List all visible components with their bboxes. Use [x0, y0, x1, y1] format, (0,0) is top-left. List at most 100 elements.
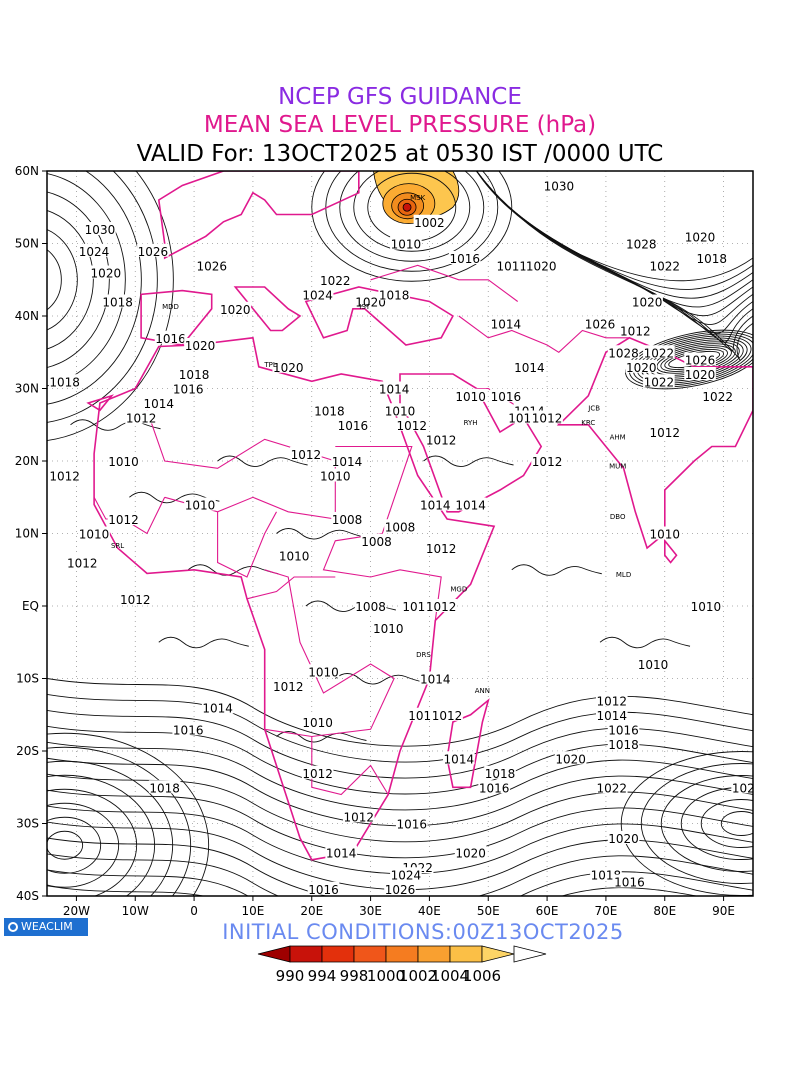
- title-line-2: MEAN SEA LEVEL PRESSURE (hPa): [203, 112, 597, 138]
- lat-label: 40S: [16, 889, 39, 903]
- contour-label: 1018: [314, 404, 345, 418]
- contour-label-bg: [384, 519, 416, 533]
- contour-label: 1020: [685, 368, 716, 382]
- contour-label-bg: [290, 446, 322, 460]
- contour-label-bg: [119, 591, 152, 605]
- contour-label-bg: [425, 599, 457, 612]
- contour-label-bg: [219, 301, 252, 315]
- contour-label: 1012: [67, 557, 98, 571]
- station-code: MLD: [616, 571, 631, 579]
- contour-label-bg: [331, 512, 363, 525]
- contour-label-bg: [543, 178, 575, 192]
- station-code: SRL: [111, 542, 124, 550]
- contour-label-bg: [319, 468, 352, 482]
- contour-label-bg: [201, 700, 234, 714]
- lon-label: 20W: [63, 904, 90, 918]
- contour-label-bg: [443, 751, 475, 765]
- legend-label: 1000: [367, 967, 405, 985]
- station-code: RYH: [464, 419, 478, 427]
- contour-label: 1018: [179, 368, 210, 382]
- contour-label-bg: [454, 388, 487, 402]
- contour-label: 1022: [644, 375, 675, 389]
- contour-label-bg: [731, 780, 753, 794]
- contour-label-bg: [419, 497, 452, 511]
- station-code: MDD: [162, 303, 179, 311]
- contour-label: 1016: [608, 723, 639, 737]
- contour-label: 1012: [344, 810, 375, 824]
- contour-label: 1014: [202, 702, 233, 716]
- contour-label-bg: [619, 323, 652, 337]
- contour-label-bg: [78, 526, 110, 540]
- title-line-1: NCEP GFS GUIDANCE: [278, 84, 522, 110]
- contour-label: 1026: [385, 883, 416, 897]
- contour-label-bg: [648, 258, 681, 272]
- contour-label: 1020: [455, 847, 486, 861]
- station-code: TPL: [263, 361, 276, 369]
- contour-label: 1016: [449, 252, 480, 266]
- contour-label-bg: [154, 330, 187, 344]
- legend-label: 1002: [399, 967, 437, 985]
- station-code: MUM: [609, 462, 626, 470]
- contour-label-bg: [596, 693, 628, 707]
- lat-label: 20N: [15, 454, 39, 468]
- contour-label-bg: [684, 229, 716, 243]
- legend-label: 990: [276, 967, 305, 985]
- contour-label-bg: [343, 809, 375, 823]
- contour-label: 1010: [308, 665, 339, 679]
- contour-label: 1012: [273, 680, 304, 694]
- contour-label: 1022: [732, 781, 763, 795]
- contour-label-bg: [643, 345, 675, 359]
- contour-label: 1012: [508, 412, 539, 426]
- contour-label: 1014: [8, 470, 39, 484]
- lon-label: 80E: [653, 904, 676, 918]
- contour-label: 1024: [391, 868, 422, 882]
- legend-label: 998: [340, 967, 369, 985]
- contour-label-bg: [301, 715, 334, 728]
- contour-label-bg: [490, 316, 522, 330]
- lon-label: 40E: [418, 904, 441, 918]
- contour-label: 1012: [108, 513, 139, 527]
- contour-label-bg: [148, 780, 181, 794]
- contour-label-bg: [331, 454, 363, 467]
- contour-label: 1020: [185, 339, 216, 353]
- contour-label-bg: [431, 707, 463, 721]
- contour-label: 1022: [644, 346, 675, 360]
- contour-label-bg: [337, 417, 369, 431]
- contour-label: 1008: [355, 600, 386, 614]
- contour-label: 1010: [373, 622, 404, 636]
- contour-label: 1020: [608, 832, 639, 846]
- contour-label: 1016: [614, 876, 645, 890]
- contour-label: 1020: [355, 296, 386, 310]
- lat-label: 10S: [16, 672, 39, 686]
- contour-label-bg: [554, 751, 587, 765]
- contour-label: 1026: [685, 354, 716, 368]
- weaclim-logo: WEACLIM: [4, 918, 88, 936]
- station-code: IST: [359, 303, 371, 311]
- contour-label: 1030: [544, 180, 575, 194]
- contour-label: 1014: [444, 752, 475, 766]
- contour-label-bg: [513, 359, 546, 373]
- legend-label: 994: [308, 967, 337, 985]
- contour-label-bg: [319, 272, 352, 286]
- contour-label: 1014: [455, 499, 486, 513]
- contour-label-bg: [137, 243, 169, 257]
- lat-label: 30N: [15, 382, 39, 396]
- contour-label: 1012: [302, 767, 333, 781]
- contour-label-bg: [607, 831, 640, 844]
- legend-swatch: [257, 945, 291, 963]
- contour-labels: 1030102610241020102610181020101610201018…: [8, 178, 763, 897]
- legend-label: 1004: [431, 967, 469, 985]
- legend-swatch: [385, 945, 419, 963]
- contour-label: 1012: [120, 593, 151, 607]
- contour-label: 1022: [320, 274, 351, 288]
- lat-label: 50N: [15, 237, 39, 251]
- contour-label-bg: [696, 251, 728, 264]
- contour-label-bg: [195, 258, 228, 272]
- lon-label: 20E: [300, 904, 323, 918]
- contour-label-bg: [178, 367, 210, 380]
- contour-label: 1018: [102, 296, 133, 310]
- contour-label-bg: [360, 533, 393, 547]
- contour-label: 1012: [291, 448, 322, 462]
- contour-label: 1020: [220, 303, 251, 317]
